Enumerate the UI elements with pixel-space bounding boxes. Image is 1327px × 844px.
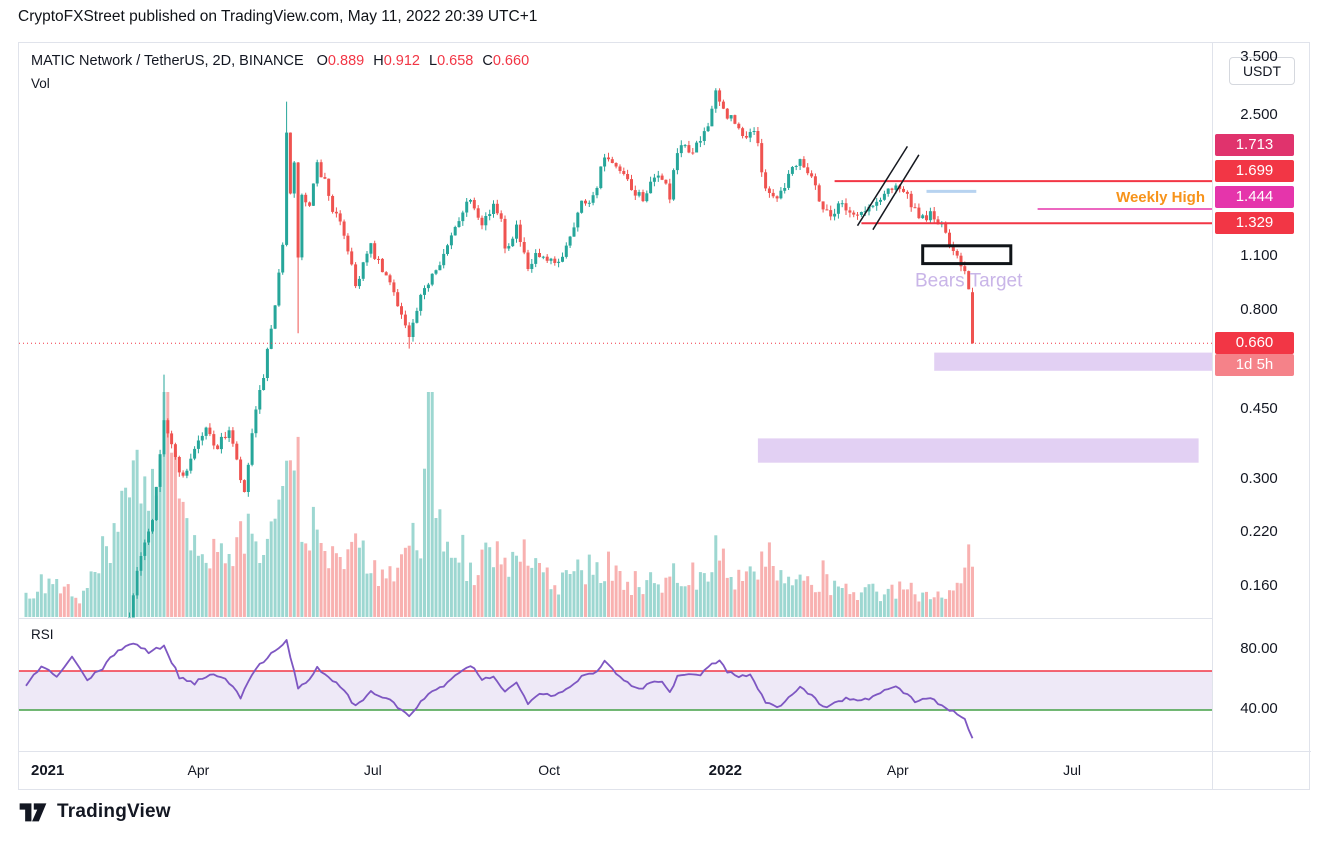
- price-tick: 1.100: [1240, 246, 1278, 264]
- price-level-badge: 1.713: [1215, 134, 1294, 157]
- price-pane[interactable]: Weekly High Bears Target MATIC Network / …: [19, 43, 1212, 618]
- tradingview-logo-icon: [19, 803, 47, 822]
- attribution-text: CryptoFXStreet published on TradingView.…: [18, 8, 538, 25]
- symbol-title[interactable]: MATIC Network / TetherUS, 2D, BINANCE: [31, 53, 304, 69]
- rsi-band-fill: [19, 671, 1212, 710]
- time-tick: Jul: [1063, 762, 1082, 778]
- open-label: O: [316, 53, 328, 69]
- low-value: 0.658: [437, 53, 474, 69]
- rsi-canvas[interactable]: [19, 619, 1212, 751]
- volume-indicator-label[interactable]: Vol: [31, 76, 50, 91]
- time-tick: Oct: [538, 762, 560, 778]
- rsi-indicator-label[interactable]: RSI: [31, 627, 54, 642]
- close-value: 0.660: [492, 53, 530, 69]
- price-tick: 3.500: [1240, 48, 1278, 66]
- bears-target-label: Bears Target: [915, 270, 1023, 291]
- price-axis[interactable]: USDT 3.500 2.500 1.100 0.800 0.450 0.300 0.220…: [1212, 43, 1311, 789]
- price-tick: 0.160: [1240, 577, 1278, 595]
- close-label: C: [482, 53, 493, 69]
- last-price-badge: 0.660: [1215, 332, 1294, 355]
- rsi-line: [25, 639, 974, 739]
- chart-legend: MATIC Network / TetherUS, 2D, BINANCE O0…: [31, 53, 529, 91]
- countdown-badge: 1d 5h: [1215, 354, 1294, 377]
- time-tick: Apr: [187, 762, 210, 778]
- time-tick: 2022: [708, 762, 742, 779]
- chart-frame: Weekly High Bears Target MATIC Network / …: [18, 42, 1311, 790]
- currency-toggle-button[interactable]: USDT: [1229, 57, 1295, 85]
- time-tick: 2021: [31, 762, 65, 779]
- price-chart-canvas[interactable]: Weekly High Bears Target: [19, 43, 1212, 618]
- volume-series: [24, 392, 974, 617]
- time-axis[interactable]: 2021 Apr Jul Oct 2022 Apr Jul: [19, 751, 1311, 789]
- low-label: L: [428, 53, 438, 69]
- target-zone-box: [934, 352, 1212, 371]
- price-level-badge: 1.699: [1215, 160, 1294, 183]
- time-tick: Jul: [363, 762, 382, 778]
- breakdown-box: [921, 244, 1013, 266]
- high-label: H: [373, 53, 384, 69]
- candlestick-series: [128, 88, 974, 618]
- price-tick: 0.450: [1240, 400, 1278, 417]
- tradingview-branding[interactable]: TradingView: [18, 801, 171, 823]
- target-zone-box: [757, 438, 1199, 463]
- price-tick: 0.220: [1240, 522, 1278, 540]
- price-tick: 0.800: [1240, 301, 1278, 319]
- high-value: 0.912: [383, 53, 420, 69]
- time-tick: Apr: [886, 762, 909, 778]
- trend-channel-line: [856, 146, 909, 227]
- price-level-badge: 1.444: [1215, 186, 1294, 209]
- rsi-tick: 40.00: [1240, 700, 1278, 717]
- rsi-tick: 80.00: [1240, 640, 1278, 657]
- bears-target-zones: [757, 352, 1212, 463]
- price-tick: 2.500: [1240, 105, 1278, 123]
- tradingview-wordmark: TradingView: [57, 801, 171, 822]
- ohlc-readout: O0.889 H0.912 L0.658 C0.660: [308, 53, 530, 69]
- price-tick: 0.300: [1240, 469, 1278, 487]
- price-level-badge: 1.329: [1215, 212, 1294, 235]
- open-value: 0.889: [327, 53, 365, 69]
- rsi-pane[interactable]: RSI: [19, 618, 1212, 751]
- weekly-high-label: Weekly High: [1116, 189, 1205, 206]
- trend-channel-line: [872, 154, 920, 231]
